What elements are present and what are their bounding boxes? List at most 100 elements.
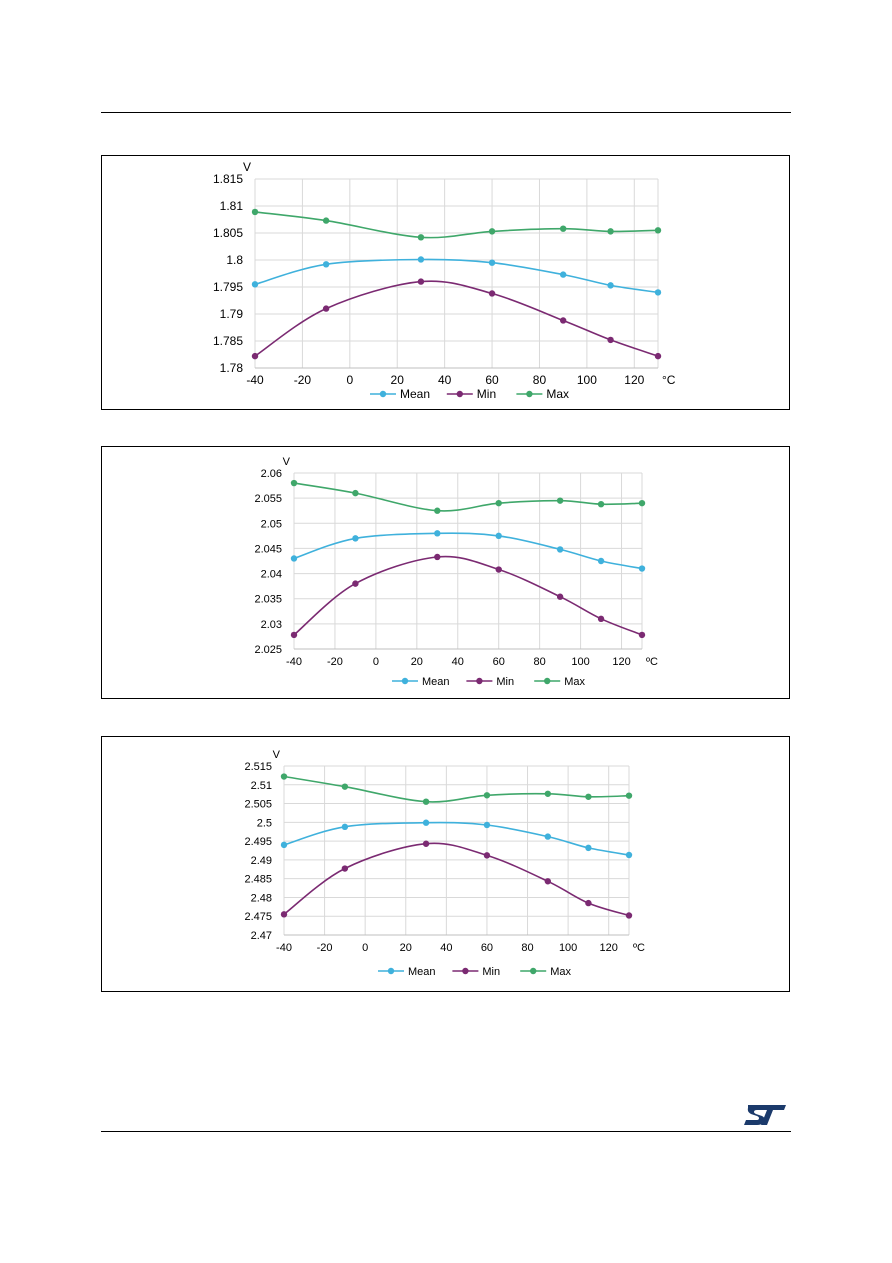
x-axis-label: ºC bbox=[633, 942, 645, 954]
x-tick-label: 60 bbox=[481, 942, 493, 954]
data-point-max bbox=[559, 225, 567, 232]
data-point-mean bbox=[495, 532, 502, 540]
y-tick-label: 2.495 bbox=[244, 836, 272, 848]
series-line-max bbox=[254, 211, 659, 239]
legend-label-min: Min bbox=[482, 966, 500, 978]
series-line-max bbox=[293, 482, 643, 512]
y-axis-label: V bbox=[273, 749, 281, 761]
data-point-max bbox=[422, 798, 430, 805]
y-tick-label: 1.795 bbox=[213, 280, 243, 294]
line-chart-3: 2.47 2.475 2.48 2.485 2.49 2.495 2.5 2.505 2.51 2… bbox=[244, 749, 645, 978]
y-tick-label: 2.51 bbox=[251, 780, 272, 792]
y-tick-label: 2.515 bbox=[244, 761, 272, 773]
legend-marker-max bbox=[544, 677, 551, 685]
data-point-min bbox=[625, 912, 633, 919]
data-point-mean bbox=[607, 282, 614, 289]
legend-label-mean: Mean bbox=[408, 966, 436, 978]
y-tick-label: 2.47 bbox=[251, 930, 272, 942]
data-point-max bbox=[322, 217, 330, 224]
data-point-min bbox=[251, 352, 259, 360]
x-tick-label: 20 bbox=[391, 373, 405, 387]
line-chart-1: 1.78 1.785 1.79 1.795 1.8 1.805 1.81 1.815 -40 -2… bbox=[213, 160, 676, 401]
x-tick-label: 120 bbox=[624, 373, 644, 387]
x-tick-label: -40 bbox=[286, 656, 302, 668]
data-point-mean bbox=[654, 289, 662, 296]
data-point-min bbox=[488, 290, 496, 297]
data-point-min bbox=[322, 305, 330, 312]
data-point-mean bbox=[352, 535, 359, 542]
y-tick-label: 1.81 bbox=[220, 199, 244, 213]
y-tick-label: 2.025 bbox=[254, 644, 282, 656]
x-tick-label: 60 bbox=[493, 656, 505, 668]
legend-marker-mean bbox=[401, 677, 409, 685]
y-tick-label: 1.785 bbox=[213, 334, 243, 348]
y-tick-label: 1.805 bbox=[213, 226, 243, 240]
y-tick-label: 2.03 bbox=[261, 619, 282, 631]
x-tick-label: -20 bbox=[294, 373, 312, 387]
x-tick-label: 0 bbox=[362, 942, 368, 954]
chart-panel-1: 1.78 1.785 1.79 1.795 1.8 1.805 1.81 1.815 -40 -2… bbox=[101, 155, 790, 410]
x-axis-label: °C bbox=[662, 373, 676, 387]
x-axis-label: ºC bbox=[646, 656, 658, 668]
legend-marker-max bbox=[530, 967, 537, 975]
x-tick-label: -40 bbox=[246, 373, 264, 387]
series-line-max bbox=[283, 775, 630, 803]
y-tick-label: 1.8 bbox=[226, 253, 243, 267]
data-point-max bbox=[488, 228, 496, 235]
line-chart-2: 2.025 2.03 2.035 2.04 2.045 2.05 2.055 2.06 -40 -… bbox=[254, 456, 658, 688]
y-tick-label: 1.79 bbox=[220, 307, 244, 321]
y-tick-label: 2.035 bbox=[254, 594, 282, 606]
data-point-max bbox=[483, 792, 491, 799]
data-point-max bbox=[352, 489, 359, 497]
legend-label-min: Min bbox=[477, 387, 496, 401]
y-tick-label: 2.04 bbox=[261, 569, 282, 581]
y-tick-label: 2.48 bbox=[251, 892, 272, 904]
data-point-mean bbox=[322, 261, 330, 268]
legend-label-mean: Mean bbox=[422, 676, 450, 688]
x-tick-label: 80 bbox=[521, 942, 533, 954]
x-tick-label: 120 bbox=[612, 656, 630, 668]
data-point-mean bbox=[290, 555, 298, 562]
x-tick-label: 0 bbox=[346, 373, 353, 387]
x-tick-label: 120 bbox=[600, 942, 618, 954]
x-tick-label: 40 bbox=[452, 656, 464, 668]
data-point-mean bbox=[251, 281, 259, 288]
series-line-min bbox=[254, 280, 659, 357]
x-tick-label: 40 bbox=[438, 373, 452, 387]
data-point-min bbox=[280, 911, 288, 918]
data-point-max bbox=[280, 773, 288, 780]
y-tick-label: 2.505 bbox=[244, 799, 272, 811]
x-tick-label: 100 bbox=[559, 942, 577, 954]
st-logo-shape bbox=[744, 1105, 786, 1125]
series-line-mean bbox=[293, 532, 643, 570]
x-tick-label: 40 bbox=[440, 942, 452, 954]
legend-marker-max bbox=[526, 390, 533, 398]
legend-marker-mean bbox=[379, 390, 387, 398]
chart-panel-3: 2.47 2.475 2.48 2.485 2.49 2.495 2.5 2.505 2.51 2… bbox=[101, 736, 790, 992]
data-point-mean bbox=[556, 546, 564, 553]
data-point-max bbox=[290, 479, 298, 487]
y-axis-label: V bbox=[243, 160, 251, 174]
data-point-min bbox=[483, 852, 491, 859]
data-point-min bbox=[559, 317, 567, 324]
x-tick-label: 100 bbox=[577, 373, 597, 387]
data-point-mean bbox=[422, 819, 430, 826]
legend-marker-min bbox=[476, 677, 483, 685]
legend-marker-mean bbox=[387, 967, 395, 975]
data-point-mean bbox=[434, 530, 441, 537]
series-line-min bbox=[283, 842, 630, 917]
data-point-mean bbox=[488, 259, 496, 266]
x-tick-label: 20 bbox=[411, 656, 423, 668]
data-point-min bbox=[290, 631, 298, 639]
y-tick-label: 1.78 bbox=[220, 361, 244, 375]
data-point-max bbox=[495, 499, 502, 507]
data-point-min bbox=[341, 865, 349, 872]
data-point-max bbox=[434, 507, 441, 514]
legend-label-max: Max bbox=[550, 966, 571, 978]
data-point-mean bbox=[483, 821, 491, 829]
data-point-max bbox=[638, 499, 646, 507]
x-tick-label: 100 bbox=[571, 656, 589, 668]
x-tick-label: 60 bbox=[485, 373, 499, 387]
y-tick-label: 2.485 bbox=[244, 874, 272, 886]
x-tick-label: 80 bbox=[534, 656, 546, 668]
